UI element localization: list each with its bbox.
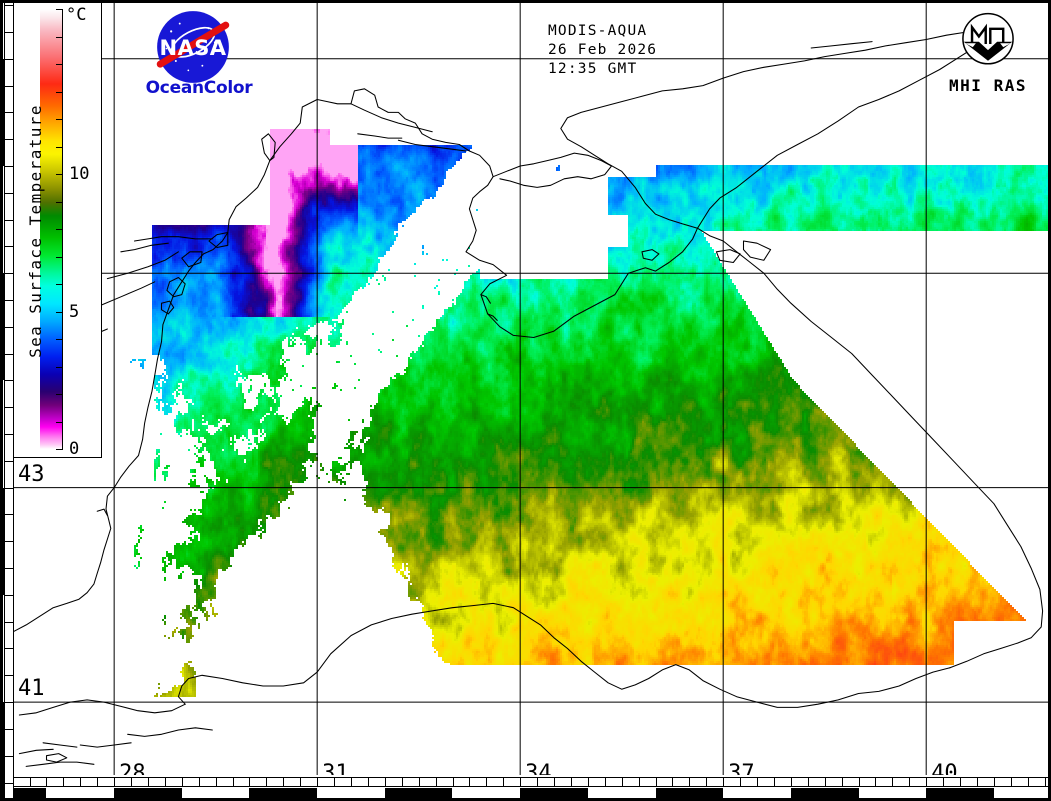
colorbar-panel: °C 0 5 10 Sea Surface Temperature (14, 3, 102, 459)
colorbar-tick (56, 394, 63, 395)
oceancolor-wordmark: OceanColor (145, 78, 253, 98)
coastlines (14, 31, 1044, 767)
colorbar-tick (56, 91, 63, 93)
colorbar-tick (56, 311, 63, 313)
lat-label-43: 43 (18, 461, 45, 487)
mhi-emblem-icon (962, 12, 1014, 65)
colorbar-tick (56, 146, 63, 148)
colorbar-tick (56, 36, 63, 38)
colorbar-tick (56, 201, 63, 203)
bottom-degree-band (0, 775, 1051, 801)
colorbar-tick (56, 339, 63, 340)
product-sensor: MODIS-AQUA (548, 23, 648, 39)
colorbar-tick (56, 284, 63, 285)
product-time: 12:35 GMT (548, 61, 638, 77)
colorbar-tick (56, 449, 63, 450)
nasa-oceancolor-logo: NASA OceanColor (140, 8, 258, 98)
colorbar-tick (56, 229, 63, 230)
mhi-ras-logo: MHI RAS (938, 8, 1038, 98)
colorbar-tick (56, 174, 63, 175)
colorbar-label-5: 5 (69, 301, 80, 322)
mhi-ras-label: MHI RAS (949, 76, 1027, 95)
colorbar-tick (56, 64, 63, 65)
colorbar-unit-label: °C (66, 5, 87, 25)
colorbar-tick (56, 421, 63, 423)
colorbar-label-10: 10 (69, 164, 90, 184)
lat-label-41: 41 (18, 676, 45, 702)
product-date: 26 Feb 2026 (548, 42, 658, 58)
map-canvas (14, 3, 1048, 775)
colorbar-tick (56, 366, 63, 368)
coastline-and-graticule-layer (14, 3, 1048, 775)
nasa-meatball-icon: NASA (156, 11, 230, 83)
colorbar-label-0: 0 (69, 439, 80, 459)
colorbar-tick (56, 119, 63, 120)
colorbar-tick (56, 9, 63, 10)
graticule (14, 3, 1048, 775)
svg-text:NASA: NASA (160, 35, 227, 60)
colorbar-tick (56, 256, 63, 258)
sst-data-layer (14, 3, 1048, 775)
